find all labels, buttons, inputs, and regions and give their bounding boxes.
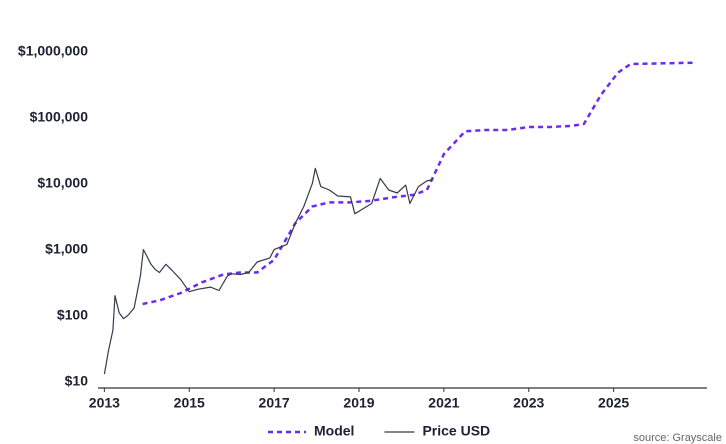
x-tick-label: 2017 (259, 395, 290, 411)
y-tick-label: $1,000,000 (18, 42, 88, 58)
legend-label: Model (314, 423, 354, 439)
x-tick-label: 2023 (513, 395, 544, 411)
source: source: Grayscale (633, 432, 722, 444)
x-tick-label: 2019 (343, 395, 374, 411)
y-tick-label: $1,000 (45, 240, 88, 256)
x-tick-label: 2025 (598, 395, 629, 411)
x-tick-label: 2015 (174, 395, 205, 411)
x-tick-label: 2021 (428, 395, 459, 411)
y-tick-label: $100,000 (30, 108, 89, 124)
legend-label: Price USD (422, 423, 490, 439)
series-line (142, 61, 695, 306)
y-tick-label: $10 (65, 372, 89, 388)
y-tick-label: $10,000 (37, 174, 88, 190)
y-tick-label: $100 (57, 306, 88, 322)
series-line (103, 167, 434, 375)
x-tick-label: 2013 (89, 395, 120, 411)
